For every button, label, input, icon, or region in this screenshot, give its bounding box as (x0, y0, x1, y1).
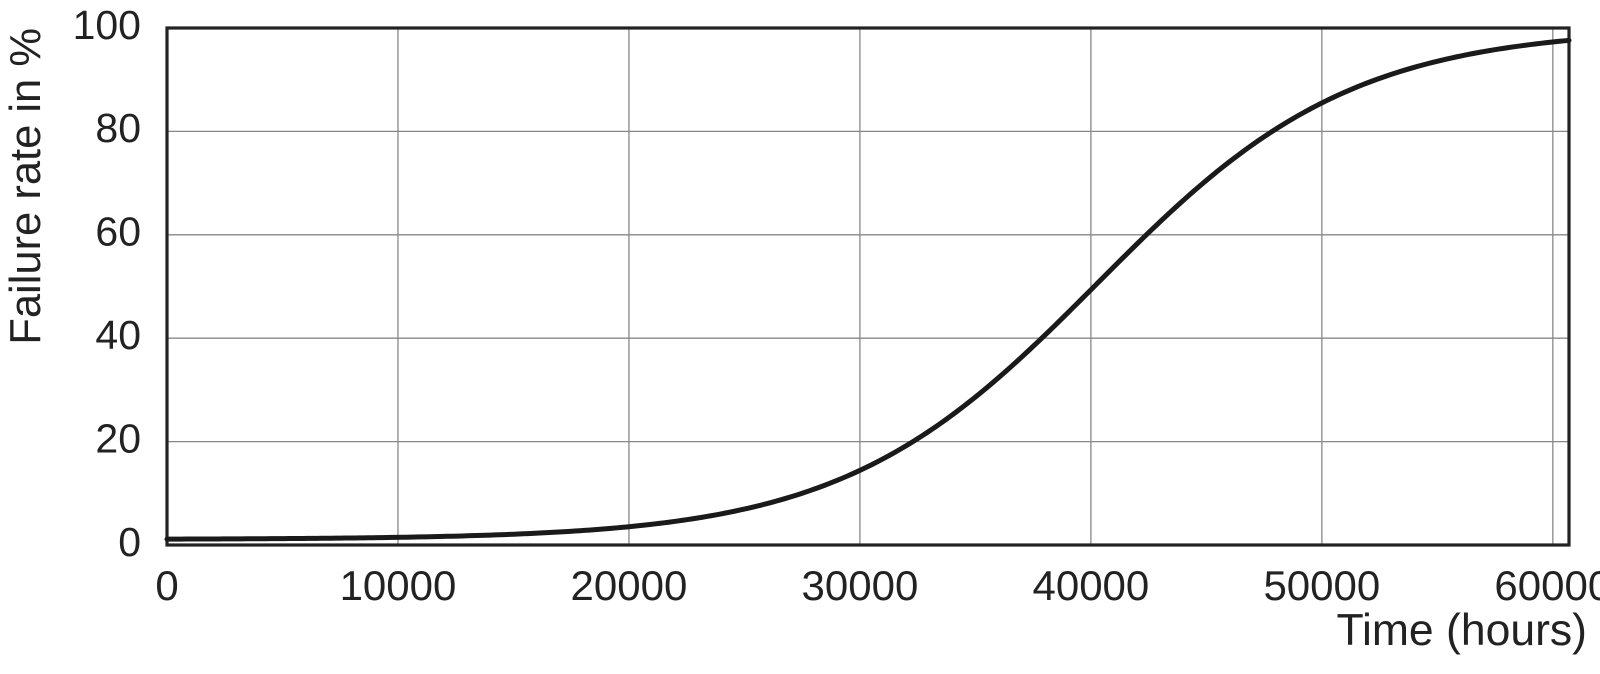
svg-text:10000: 10000 (340, 562, 457, 609)
svg-text:80: 80 (95, 105, 141, 151)
svg-text:40000: 40000 (1032, 562, 1149, 609)
svg-text:50000: 50000 (1263, 562, 1380, 609)
svg-text:0: 0 (155, 562, 178, 609)
svg-text:30000: 30000 (802, 562, 919, 609)
svg-text:40: 40 (95, 312, 141, 358)
svg-text:100: 100 (73, 2, 141, 48)
svg-text:60000: 60000 (1494, 562, 1600, 609)
svg-text:0: 0 (118, 519, 141, 565)
svg-text:60: 60 (95, 209, 141, 255)
svg-text:20000: 20000 (571, 562, 688, 609)
svg-text:20: 20 (95, 415, 141, 461)
